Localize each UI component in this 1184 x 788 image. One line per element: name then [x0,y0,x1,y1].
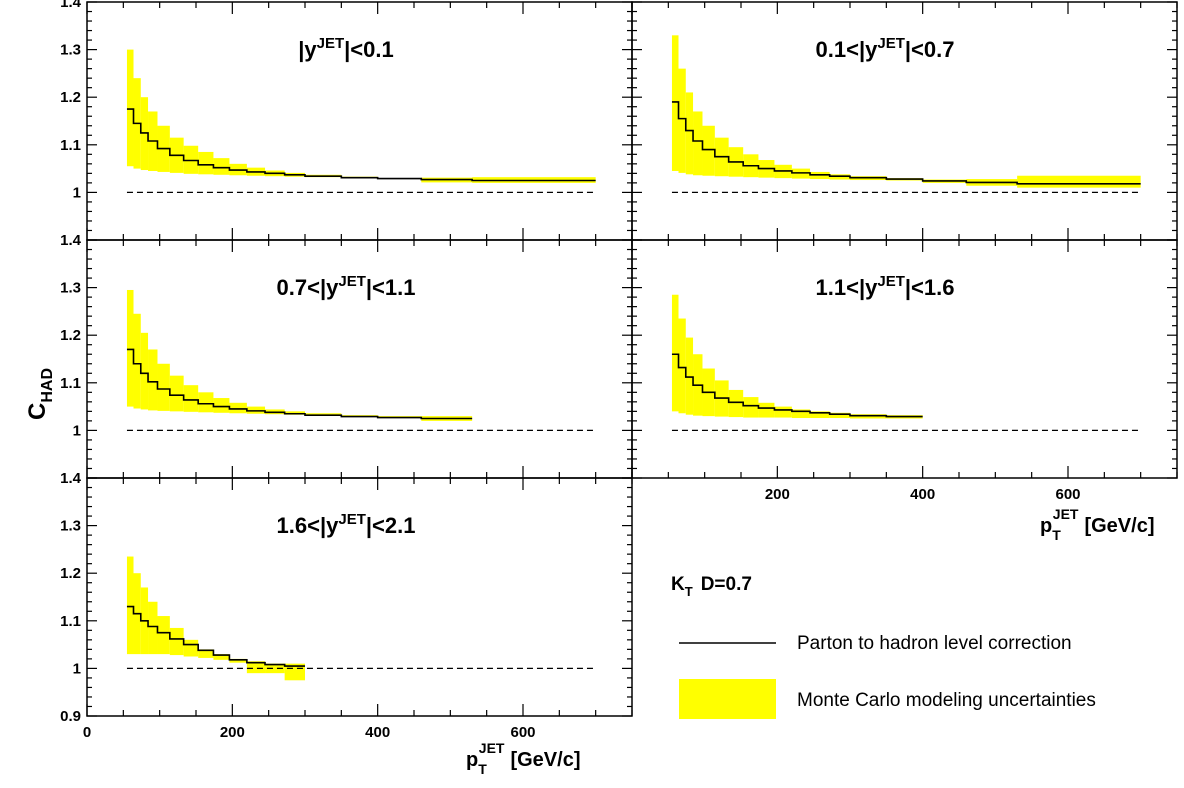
y-tick-label: 0.9 [60,708,81,725]
x-tick-label: 200 [765,486,790,503]
uncertainty-band-bin [126,289,134,407]
panel-5: 0.9 1 1.1 1.2 1.3 1.4 0 200 400 600 1.6<|yJET|<2.1 [60,470,633,741]
uncertainty-band-bin [133,313,141,409]
y-tick-label: 1.2 [60,565,81,582]
panel-title: 0.1<|yJET|<0.7 [816,35,955,62]
y-tick-label: 1 [73,184,81,201]
uncertainty-band-bin [198,649,214,658]
uncertainty-band-bin [213,654,230,660]
y-tick-label: 1.1 [60,613,81,630]
uncertainty-band-bin [265,663,285,674]
uncertainty-band-bin [229,658,247,663]
uncertainty-band-bin [702,125,715,176]
uncertainty-band-bin [685,92,694,175]
uncertainty-band-bin [126,49,134,167]
uncertainty-band-bin [140,332,149,410]
legend-band-label: Monte Carlo modeling uncertainties [797,690,1096,711]
legend-algorithm: KT D=0.7 [671,574,752,599]
x-tick-label: 600 [510,724,535,741]
y-tick-label: 1.4 [60,232,82,249]
uncertainty-band-bin [758,402,775,418]
uncertainty-band-bin [213,158,230,175]
x-axis-title-right: pTJET[GeV/c] [1040,506,1155,543]
uncertainty-band-bin [693,111,703,176]
uncertainty-band-bin [148,349,158,411]
legend: KT D=0.7 Parton to hadron level correctio… [671,574,1096,719]
uncertainty-band-bin [157,616,170,655]
uncertainty-band-bin [774,406,792,418]
y-tick-label: 1.3 [60,280,81,297]
correction-line [671,353,923,418]
uncertainty-band-bin [743,397,759,418]
uncertainty-band-bin [169,375,184,412]
panels-group: 1 1.1 1.2 1.3 1.4 |yJET|<0.1 0.1<|yJET|<0.7 1 1.… [60,0,1178,741]
uncertainty-band-bin [183,385,199,412]
x-tick-label: 0 [83,724,91,741]
y-tick-label: 1 [73,422,81,439]
uncertainty-band-bin [671,35,679,171]
uncertainty-band-bin [728,389,744,418]
correction-line [126,348,473,420]
svg-text:pTJET[GeV/c]: pTJET[GeV/c] [466,740,581,777]
legend-line-label: Parton to hadron level correction [797,633,1072,654]
svg-text:CHAD: CHAD [24,368,56,420]
uncertainty-band-bin [169,627,184,656]
uncertainty-band-bin [341,415,378,417]
panel-title: |yJET|<0.1 [298,35,394,62]
correction-line [126,605,305,667]
uncertainty-band-bin [685,337,694,415]
y-axis-title: CHAD [24,368,56,420]
uncertainty-band-bin [810,411,830,419]
panel-3: 1 1.1 1.2 1.3 1.4 0.7<|yJET|<1.1 [60,232,633,479]
x-tick-label: 400 [910,486,935,503]
x-axis-title-bottom: pTJET[GeV/c] [466,740,581,777]
uncertainty-band-bin [791,409,811,419]
uncertainty-band-bin [183,639,199,657]
uncertainty-band-bin [126,556,134,655]
x-tick-label: 200 [220,724,245,741]
uncertainty-band-bin [829,412,850,419]
panel-title: 1.6<|yJET|<2.1 [277,511,416,538]
uncertainty-band-bin [1017,175,1141,188]
uncertainty-band-bin [213,398,230,413]
y-tick-label: 1.3 [60,42,81,59]
y-tick-label: 1.2 [60,89,81,106]
uncertainty-band-bin [678,68,686,173]
y-tick-label: 1.4 [60,0,82,11]
correction-line [126,108,596,182]
panel-frame [631,239,1178,479]
uncertainty-band-bin [678,318,686,414]
legend-band-swatch [679,679,776,719]
correction-line [671,101,1141,185]
uncertainty-band-bin [157,363,170,411]
uncertainty-band-bin [305,413,342,416]
uncertainty-band-bin [229,402,247,414]
uncertainty-band-bin [198,151,214,175]
uncertainty-band-bin [198,392,214,413]
y-tick-label: 1.2 [60,327,81,344]
y-tick-label: 1.1 [60,375,81,392]
y-tick-label: 1.4 [60,470,82,487]
y-tick-label: 1 [73,660,81,677]
uncertainty-band-bin [246,661,266,674]
uncertainty-band-bin [671,294,679,412]
y-tick-label: 1.3 [60,518,81,535]
uncertainty-band-bin [377,416,422,418]
panel-2: 0.1<|yJET|<0.7 [631,1,1178,241]
y-tick-label: 1.1 [60,137,81,154]
x-tick-label: 600 [1055,486,1080,503]
panel-title: 0.7<|yJET|<1.1 [277,273,416,300]
panel-frame [86,477,633,717]
uncertainty-band-bin [148,601,158,655]
svg-text:pTJET[GeV/c]: pTJET[GeV/c] [1040,506,1155,543]
panel-4: 200 400 600 1.1<|yJET|<1.6 [631,239,1178,503]
panel-1: 1 1.1 1.2 1.3 1.4 |yJET|<0.1 [60,0,633,241]
x-tick-label: 400 [365,724,390,741]
panel-title: 1.1<|yJET|<1.6 [816,273,955,300]
